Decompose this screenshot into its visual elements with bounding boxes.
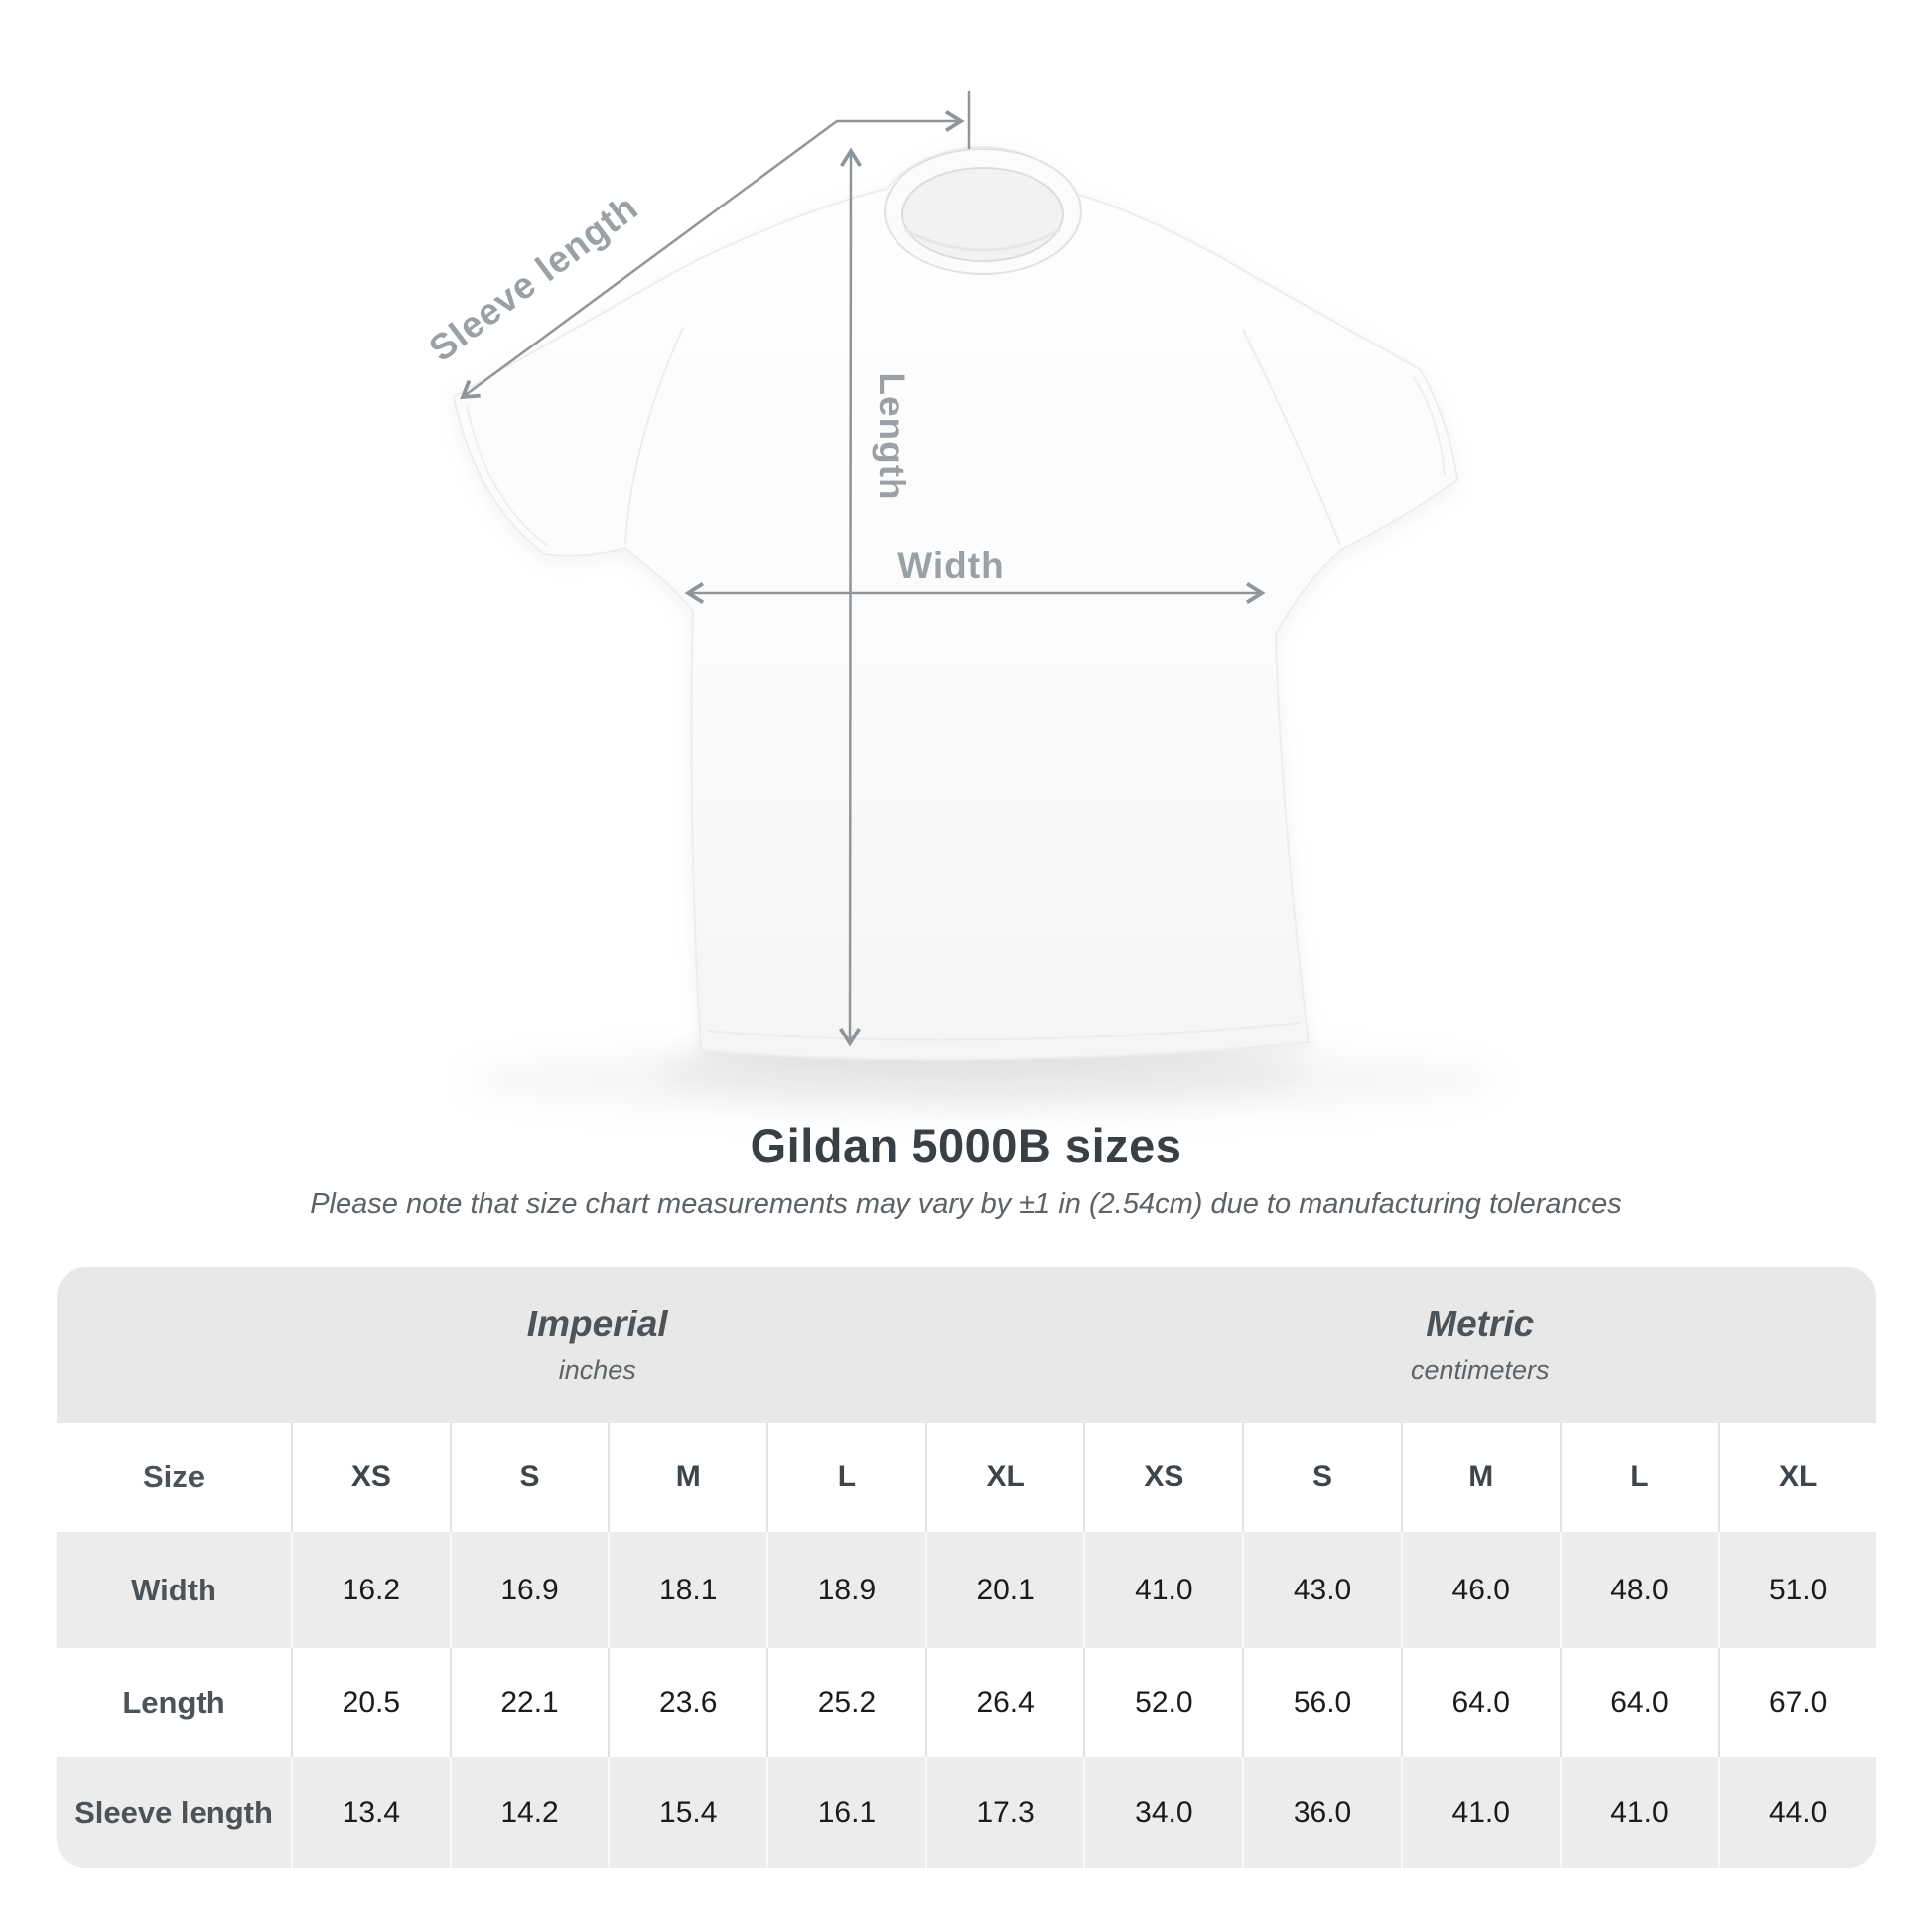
row-label-length: Length: [122, 1685, 225, 1720]
col-header-m-imperial: M: [608, 1423, 766, 1532]
width-xs-cm: 41.0: [1083, 1532, 1242, 1648]
width-m-in: 18.1: [608, 1532, 766, 1648]
unit-header: Imperial inches Metric centimeters: [57, 1267, 1876, 1423]
col-header-xs-imperial: XS: [291, 1423, 450, 1532]
table-row-length: Length 20.5 22.1 23.6 25.2 26.4 52.0 56.…: [57, 1648, 1876, 1757]
sleeve-xl-in: 17.3: [924, 1757, 1084, 1868]
metric-unit: centimeters: [1410, 1355, 1550, 1385]
table-row-sleeve-length: Sleeve length 13.4 14.2 15.4 16.1 17.3 3…: [57, 1757, 1876, 1868]
length-m-in: 23.6: [608, 1648, 766, 1757]
sleeve-l-in: 16.1: [766, 1757, 925, 1868]
sleeve-xs-cm: 34.0: [1083, 1757, 1242, 1868]
col-header-xl-imperial: XL: [924, 1423, 1084, 1532]
width-label: Width: [897, 545, 1004, 586]
size-table: Imperial inches Metric centimeters Size …: [57, 1267, 1876, 1868]
size-header-label: Size: [142, 1459, 206, 1494]
col-header-xl-metric: XL: [1718, 1423, 1876, 1532]
row-label-sleeve-length: Sleeve length: [74, 1795, 273, 1830]
page-title: Gildan 5000B sizes: [750, 1119, 1182, 1172]
length-arrow: [839, 147, 862, 1047]
unit-group-metric: Metric centimeters: [1084, 1304, 1877, 1386]
length-m-cm: 64.0: [1400, 1648, 1560, 1757]
col-header-xs-metric: XS: [1083, 1423, 1242, 1532]
table-header-row: Size XS S M L XL XS S M L XL: [57, 1423, 1876, 1532]
width-s-cm: 43.0: [1242, 1532, 1401, 1648]
length-xs-cm: 52.0: [1083, 1648, 1242, 1757]
title-block: Gildan 5000B sizes Please note that size…: [0, 1118, 1932, 1221]
col-header-s-metric: S: [1242, 1423, 1401, 1532]
length-l-in: 25.2: [766, 1648, 925, 1757]
sleeve-s-cm: 36.0: [1242, 1757, 1401, 1868]
imperial-unit: inches: [558, 1355, 636, 1385]
tshirt-size-diagram: Sleeve length Length Width: [422, 91, 1499, 1116]
width-xs-in: 16.2: [291, 1532, 450, 1648]
sleeve-xs-in: 13.4: [291, 1757, 450, 1868]
sleeve-l-cm: 41.0: [1559, 1757, 1719, 1868]
col-header-l-metric: L: [1559, 1423, 1719, 1532]
col-header-s-imperial: S: [449, 1423, 609, 1532]
table-row-width: Width 16.2 16.9 18.1 18.9 20.1 41.0 43.0…: [57, 1532, 1876, 1648]
tolerance-note: Please note that size chart measurements…: [310, 1188, 1622, 1220]
collar-inner: [901, 167, 1064, 262]
length-label: Length: [872, 372, 912, 500]
tshirt-shadow: [467, 1044, 1499, 1116]
col-header-l-imperial: L: [766, 1423, 925, 1532]
length-s-in: 22.1: [449, 1648, 609, 1757]
width-l-cm: 48.0: [1559, 1532, 1719, 1648]
unit-group-imperial: Imperial inches: [57, 1304, 1084, 1386]
sleeve-length-arrow: [460, 110, 965, 400]
tshirt-graphic: [452, 145, 1459, 1061]
imperial-label: Imperial: [526, 1304, 668, 1344]
width-xl-in: 20.1: [924, 1532, 1084, 1648]
length-xs-in: 20.5: [291, 1648, 450, 1757]
metric-label: Metric: [1426, 1304, 1535, 1344]
length-xl-in: 26.4: [924, 1648, 1084, 1757]
sleeve-xl-cm: 44.0: [1718, 1757, 1876, 1868]
sleeve-m-in: 15.4: [608, 1757, 766, 1868]
length-s-cm: 56.0: [1242, 1648, 1401, 1757]
sleeve-s-in: 14.2: [449, 1757, 609, 1868]
width-s-in: 16.9: [449, 1532, 609, 1648]
sleeve-m-cm: 41.0: [1400, 1757, 1560, 1868]
row-label-width: Width: [131, 1572, 216, 1607]
width-l-in: 18.9: [766, 1532, 925, 1648]
width-xl-cm: 51.0: [1718, 1532, 1876, 1648]
col-header-m-metric: M: [1400, 1423, 1560, 1532]
length-xl-cm: 67.0: [1718, 1648, 1876, 1757]
width-m-cm: 46.0: [1400, 1532, 1560, 1648]
length-l-cm: 64.0: [1559, 1648, 1719, 1757]
